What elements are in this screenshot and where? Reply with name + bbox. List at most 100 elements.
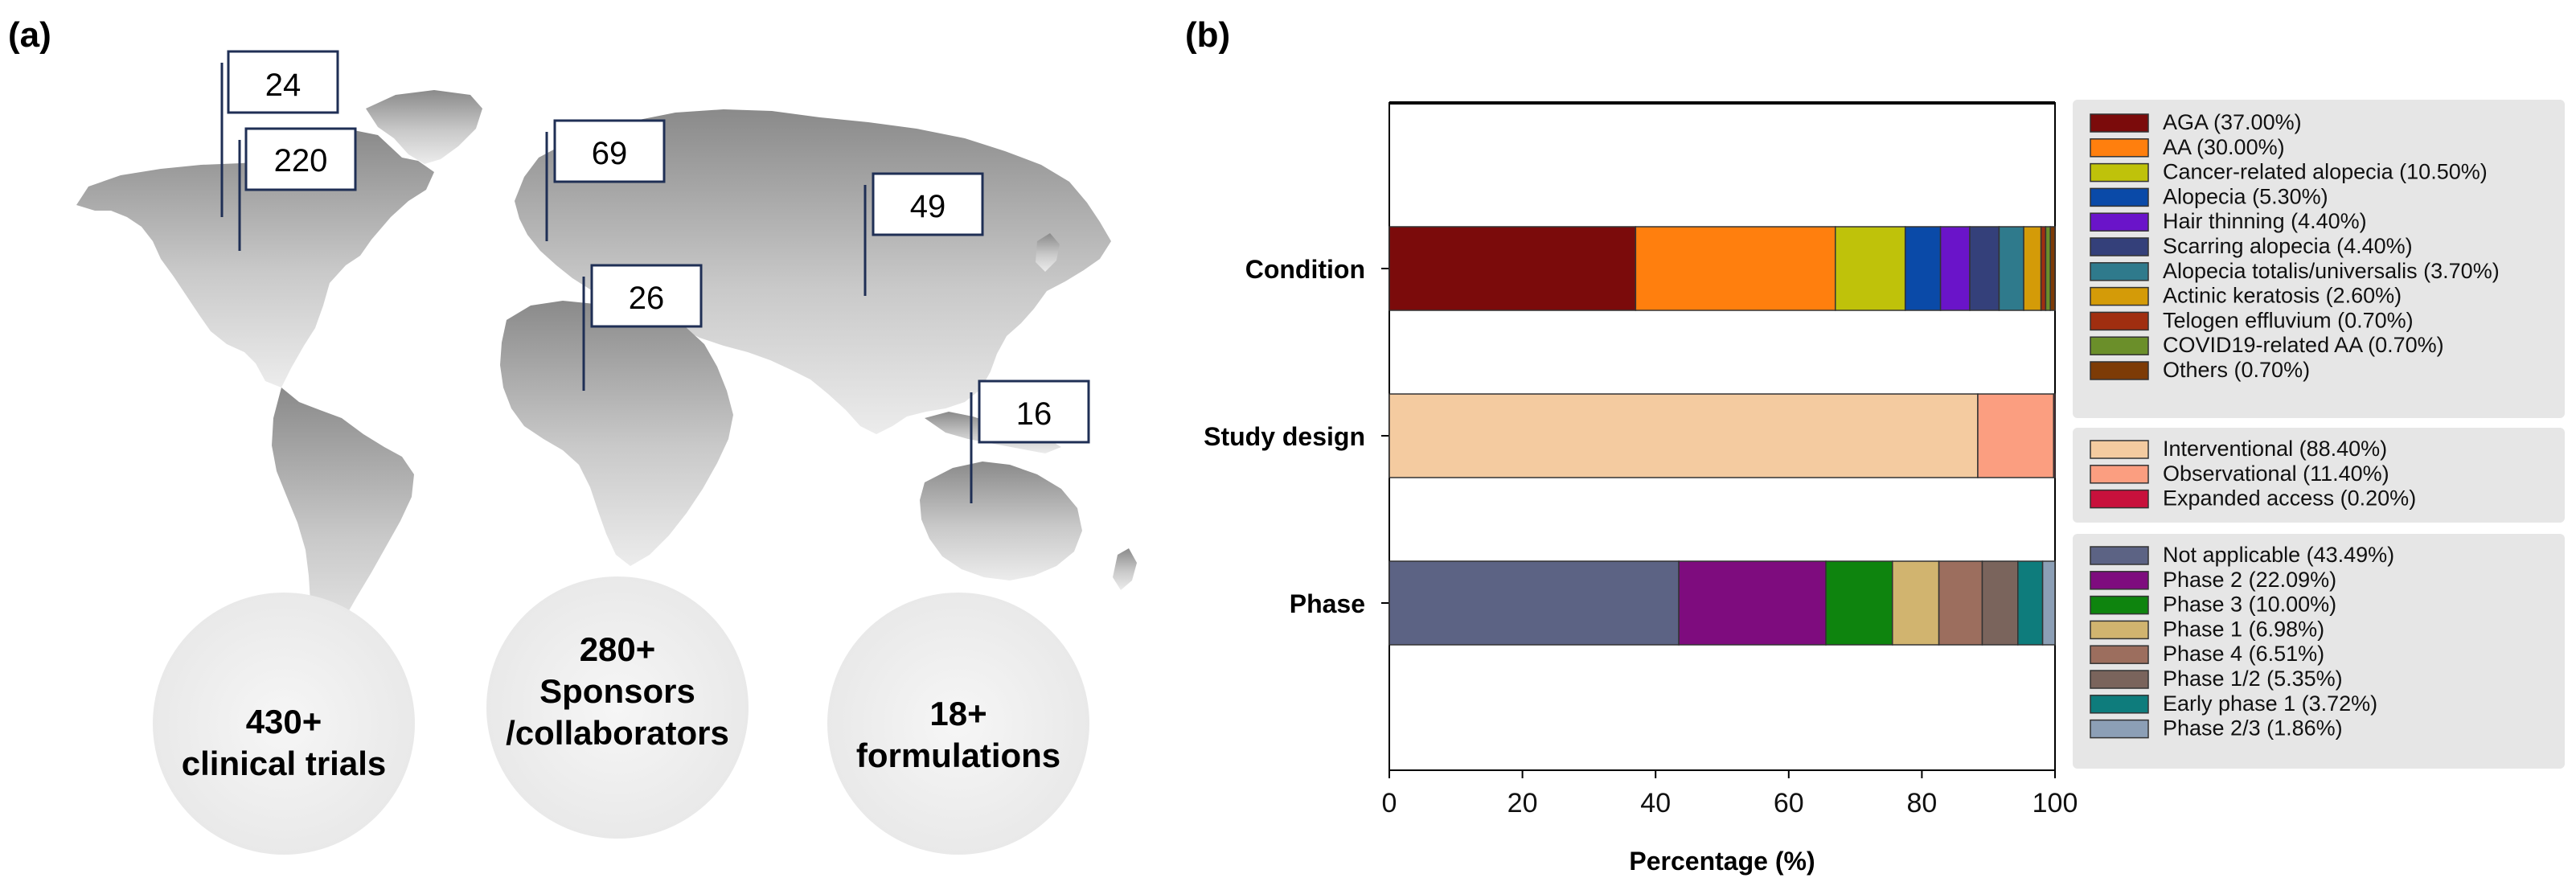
legend-box (2073, 100, 2565, 418)
stat-sponsors: 280+ Sponsors /collaborators (486, 576, 749, 839)
flag-value: 220 (274, 143, 328, 178)
legend-swatch (2090, 645, 2149, 664)
legend-swatch (2090, 571, 2149, 590)
flag-16: 16 (970, 379, 1090, 503)
legend-swatch (2090, 311, 2149, 331)
bar-segment (2017, 560, 2044, 646)
stat-line: /collaborators (506, 714, 729, 752)
legend-label: Cancer-related alopecia (10.50%) (2163, 160, 2488, 184)
legend-swatch (2090, 695, 2149, 714)
legend-swatch (2090, 595, 2149, 615)
flag-box (227, 50, 339, 114)
legend-label: Phase 3 (10.00%) (2163, 593, 2336, 617)
legend-label: Actinic keratosis (2.60%) (2163, 284, 2402, 308)
bar-segment (2040, 226, 2047, 311)
stat-clinical-trials: 430+ clinical trials (153, 593, 415, 855)
legend-swatch (2090, 187, 2149, 207)
legend-label: Observational (11.40%) (2163, 462, 2389, 486)
flag-24: 24 (220, 50, 339, 217)
panel-b: (b) 0 20 40 60 80 100 Percentage (%) Condition S… (1185, 15, 2565, 876)
stat-formulations: 18+ formulations (827, 593, 1089, 855)
legend-swatch (2090, 262, 2149, 281)
x-tick-label: 80 (1906, 788, 1937, 818)
legend-label: Others (0.70%) (2163, 358, 2310, 382)
category-label: Phase (1290, 589, 1365, 618)
stat-line: formulations (856, 736, 1060, 774)
legend-swatch (2090, 719, 2149, 739)
bar-segment (2041, 560, 2056, 646)
x-tick-label: 20 (1507, 788, 1538, 818)
map-south-america (272, 388, 414, 661)
bar-segment (1388, 393, 1979, 478)
stat-line: 18+ (929, 695, 987, 732)
x-tick-label: 40 (1640, 788, 1671, 818)
legend-label: Not applicable (43.49%) (2163, 543, 2394, 567)
legend-swatch (2090, 162, 2149, 183)
legend-box (2073, 534, 2565, 769)
legend-label: Expanded access (0.20%) (2163, 486, 2416, 511)
bar-segment (2053, 393, 2056, 478)
stat-circle (486, 576, 749, 839)
flag-box (244, 127, 357, 191)
legend-swatch (2090, 361, 2149, 380)
legend-swatch (2090, 138, 2149, 158)
flag-value: 16 (1016, 396, 1052, 432)
x-axis-label: Percentage (%) (1629, 847, 1815, 876)
flag-value: 49 (910, 189, 946, 224)
flag-49: 49 (863, 172, 984, 296)
bar-segment (1892, 560, 1940, 646)
category-label: Study design (1204, 422, 1365, 451)
legend-swatch (2090, 546, 2149, 565)
bar-segment (2045, 226, 2051, 311)
flag-box (553, 119, 666, 183)
legend-swatch (2090, 440, 2149, 459)
stat-circle (827, 593, 1089, 855)
legend-label: AGA (37.00%) (2163, 110, 2302, 134)
flag-220: 220 (238, 127, 357, 251)
panel-b-label: (b) (1185, 15, 1230, 55)
flag-box (978, 379, 1090, 444)
bar-segment (1388, 226, 1637, 311)
map-greenland (366, 90, 482, 164)
legend-swatch (2090, 286, 2149, 306)
legend-label: Hair thinning (4.40%) (2163, 209, 2367, 233)
legend-swatch (2090, 465, 2149, 484)
legend-label: Phase 2 (22.09%) (2163, 568, 2336, 592)
stat-circles: 430+ clinical trials 280+ Sponsors /coll… (153, 576, 1089, 855)
stacked-bar-chart: 0 20 40 60 80 100 Percentage (%) Condition Study… (1204, 100, 2565, 876)
legend-swatch (2090, 620, 2149, 640)
legend-label: Phase 1 (6.98%) (2163, 617, 2324, 641)
stat-line: Sponsors (539, 672, 695, 710)
flag-value: 69 (592, 136, 628, 171)
flag-26: 26 (582, 264, 703, 391)
legend-label: Phase 4 (6.51%) (2163, 642, 2324, 666)
legend-label: Alopecia (5.30%) (2163, 184, 2328, 208)
bar-segment (1981, 560, 2019, 646)
bar-segment (1938, 560, 1983, 646)
legend-label: COVID19-related AA (0.70%) (2163, 333, 2444, 357)
flag-69: 69 (545, 119, 666, 241)
category-label: Condition (1245, 255, 1365, 284)
legend-label: Early phase 1 (3.72%) (2163, 691, 2377, 716)
bar-segment (1939, 226, 1971, 311)
stat-circle (153, 593, 415, 855)
map-north-america (76, 130, 434, 388)
legend-label: AA (30.00%) (2163, 135, 2285, 159)
bar-segment (1977, 393, 2055, 478)
bar-segment (2023, 226, 2042, 311)
bar-segment (2049, 226, 2056, 311)
map-new-zealand (1113, 548, 1137, 590)
legend-box (2073, 428, 2565, 523)
legend-label: Telogen effluvium (0.70%) (2163, 308, 2414, 332)
stat-line: 280+ (580, 630, 656, 668)
flag-box (872, 172, 984, 236)
country-flags: 24 220 69 49 26 (220, 50, 1090, 503)
flag-value: 24 (265, 68, 301, 103)
x-tick-label: 100 (2032, 788, 2078, 818)
bar-segment (1998, 226, 2024, 311)
bar-segment (1635, 226, 1836, 311)
legend-swatch (2090, 212, 2149, 232)
legend-label: Scarring alopecia (4.40%) (2163, 234, 2413, 258)
bar-segment (1835, 226, 1906, 311)
